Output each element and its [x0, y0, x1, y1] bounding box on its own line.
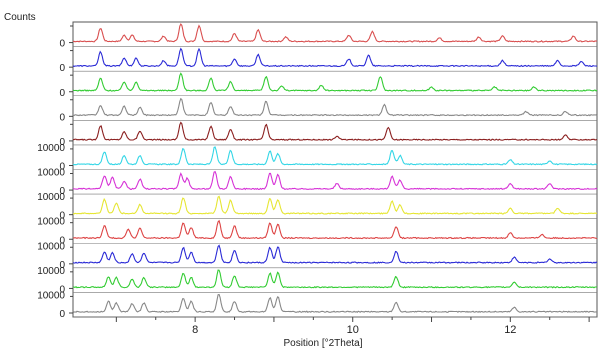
- diffraction-trace: [73, 195, 598, 215]
- diffraction-trace: [72, 47, 598, 68]
- diffraction-trace: [72, 269, 598, 289]
- panel-ytick-label-zero: 0: [59, 162, 65, 173]
- diffraction-trace: [72, 121, 597, 141]
- diffraction-trace: [72, 170, 598, 191]
- diffraction-trace: [72, 23, 598, 43]
- y-axis-label: Counts: [4, 12, 36, 23]
- panel-ytick-label-zero: 0: [59, 260, 65, 271]
- panel-10: 10000 0: [37, 241, 598, 271]
- diffraction-trace: [72, 244, 598, 264]
- diffraction-trace: [72, 146, 598, 166]
- x-axis: 8 10 12: [115, 317, 590, 336]
- panel-2: 0: [59, 47, 598, 74]
- panel-ytick-label: 0: [59, 88, 65, 99]
- panel-ytick-label-zero: 0: [59, 211, 65, 222]
- panel-7: 10000 0: [37, 168, 598, 197]
- panel-ytick-label-zero: 0: [59, 284, 65, 295]
- panels-group: 0000010000010000010000010000010000010000…: [37, 23, 598, 320]
- panel-ytick-label: 0: [59, 39, 65, 50]
- panel-6: 10000 0: [37, 143, 598, 173]
- diffraction-trace: [72, 97, 598, 117]
- panel-4: 0: [59, 97, 598, 123]
- panel-ytick-label: 10000: [37, 241, 65, 252]
- panel-ytick-label: 0: [59, 137, 65, 148]
- panel-ytick-label: 10000: [37, 217, 65, 228]
- panel-3: 0: [59, 72, 598, 99]
- panel-8: 10000 0: [37, 192, 598, 222]
- panel-ytick-label: 0: [59, 112, 65, 123]
- panel-ytick-label: 10000: [37, 168, 65, 179]
- diffraction-trace: [72, 293, 598, 314]
- panel-5: 0: [59, 121, 597, 148]
- panel-ytick-label: 10000: [37, 192, 65, 203]
- panel-1: 0: [59, 23, 598, 50]
- panel-ytick-label: 10000: [37, 143, 65, 154]
- panel-12: 10000 0: [37, 290, 598, 320]
- diffraction-trace: [72, 72, 598, 92]
- panel-ytick-label: 0: [59, 63, 65, 74]
- panel-ytick-label-zero: 0: [59, 186, 65, 197]
- panel-ytick-label: 10000: [37, 290, 65, 301]
- x-axis-label: Position [°2Theta]: [283, 338, 362, 349]
- panel-ytick-label-zero: 0: [59, 309, 65, 320]
- x-tick-label: 10: [347, 324, 359, 336]
- x-tick-label: 12: [504, 324, 516, 336]
- diffraction-trace: [72, 219, 598, 240]
- panel-9: 10000 0: [37, 217, 598, 246]
- panel-ytick-label: 10000: [37, 266, 65, 277]
- panel-11: 10000 0: [37, 266, 598, 295]
- x-tick-label: 8: [192, 324, 198, 336]
- panel-ytick-label-zero: 0: [59, 235, 65, 246]
